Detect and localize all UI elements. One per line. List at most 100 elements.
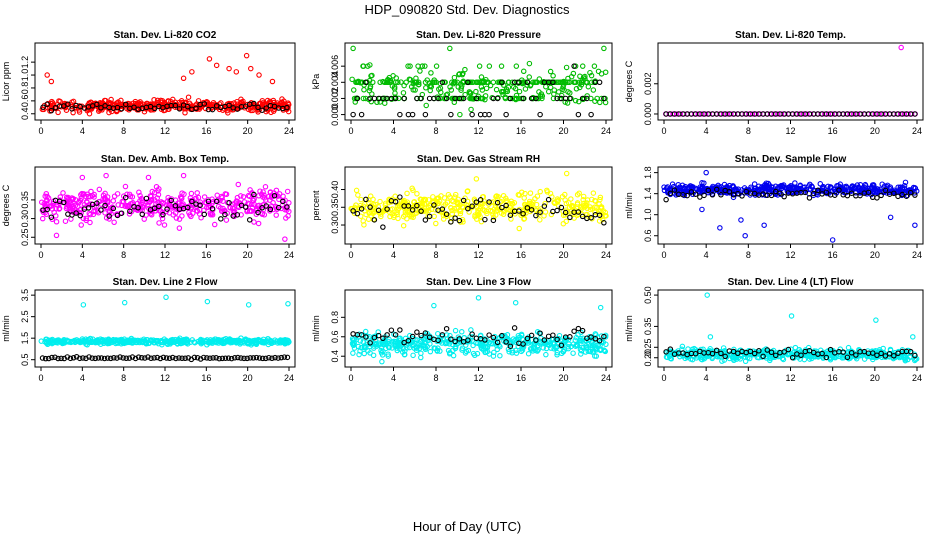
hourly-point: [550, 79, 556, 86]
hourly-point: [409, 111, 416, 118]
data-point: [110, 198, 117, 204]
data-point: [449, 211, 455, 217]
hourly-point: [486, 332, 492, 338]
data-point: [201, 194, 208, 200]
data-point: [574, 201, 581, 208]
hourly-point: [55, 355, 61, 362]
data-point: [506, 79, 512, 86]
data-point: [513, 92, 520, 99]
hourly-point: [67, 355, 74, 362]
hourly-point: [194, 354, 201, 361]
data-point: [43, 190, 50, 197]
data-point: [209, 339, 216, 345]
x-tick-label: 0: [38, 250, 43, 260]
data-point: [407, 63, 413, 69]
hourly-point: [207, 355, 213, 361]
data-point: [382, 200, 389, 207]
data-point: [142, 338, 149, 344]
data-point: [590, 87, 597, 93]
hourly-point: [768, 349, 775, 356]
x-tick-label: 8: [433, 250, 438, 260]
hourly-point: [380, 224, 386, 230]
data-point: [149, 188, 155, 195]
hourly-point: [853, 352, 859, 358]
data-point: [537, 206, 544, 212]
panel-title: Stan. Dev. Line 2 Flow: [113, 277, 218, 288]
x-axis-title: Hour of Day (UTC): [413, 519, 521, 534]
hourly-point: [465, 79, 471, 86]
data-point: [92, 208, 98, 215]
hourly-point: [473, 95, 480, 102]
hourly-point: [844, 354, 851, 361]
hourly-point: [465, 205, 471, 212]
data-point: [449, 79, 455, 86]
data-point: [225, 110, 231, 116]
y-tick-label: 0.6: [330, 331, 340, 344]
data-point: [598, 205, 605, 212]
data-point: [493, 86, 500, 93]
data-point: [86, 339, 92, 345]
x-tick-label: 24: [284, 250, 294, 260]
data-point: [361, 87, 367, 93]
data-point: [208, 211, 214, 218]
hourly-point: [367, 204, 373, 210]
data-point: [215, 203, 222, 210]
hourly-point: [127, 208, 133, 215]
hourly-point: [241, 355, 247, 362]
data-point: [284, 188, 291, 195]
data-point: [419, 63, 426, 69]
data-point: [101, 339, 108, 345]
data-point: [535, 95, 542, 102]
hourly-point: [354, 95, 361, 102]
outlier-point: [204, 298, 211, 305]
hourly-point: [271, 192, 278, 199]
data-point: [555, 89, 562, 95]
data-point: [449, 341, 456, 348]
hourly-point: [151, 105, 158, 112]
data-point: [775, 111, 781, 117]
x-tick-label: 0: [348, 126, 353, 136]
data-point: [206, 340, 212, 346]
data-point: [581, 344, 587, 351]
data-point: [365, 63, 371, 69]
hourly-point: [392, 199, 399, 205]
hourly-point: [747, 348, 754, 355]
hourly-point: [85, 205, 92, 211]
data-point: [355, 192, 361, 198]
data-point: [896, 187, 903, 194]
data-point: [551, 79, 558, 86]
data-point: [480, 206, 486, 212]
hourly-point: [244, 355, 250, 362]
data-point: [477, 213, 483, 220]
hourly-point: [280, 198, 286, 205]
data-point: [39, 215, 46, 222]
data-point: [380, 341, 386, 348]
hourly-point: [768, 192, 775, 199]
data-point: [385, 353, 392, 359]
data-point: [91, 191, 97, 198]
hourly-point: [865, 189, 872, 196]
outlier-point: [163, 294, 169, 301]
data-point: [422, 79, 429, 86]
hourly-point: [601, 333, 607, 340]
data-point: [545, 88, 552, 95]
hourly-point: [77, 212, 84, 219]
data-point: [477, 333, 484, 339]
data-point: [77, 197, 84, 204]
panel-title: Stan. Dev. Line 3 Flow: [426, 277, 531, 288]
data-point: [137, 192, 143, 199]
data-point: [879, 181, 885, 187]
data-point: [801, 356, 808, 363]
data-point: [395, 215, 401, 222]
hourly-point: [422, 330, 429, 336]
data-point: [417, 196, 424, 202]
data-point: [396, 335, 403, 342]
data-point: [475, 79, 482, 86]
x-tick-label: 24: [601, 126, 611, 136]
outlier-point: [233, 69, 240, 75]
data-point: [367, 193, 374, 199]
hourly-point: [218, 216, 224, 222]
hourly-point: [781, 193, 787, 200]
outlier-point: [898, 44, 904, 51]
data-point: [548, 211, 555, 218]
